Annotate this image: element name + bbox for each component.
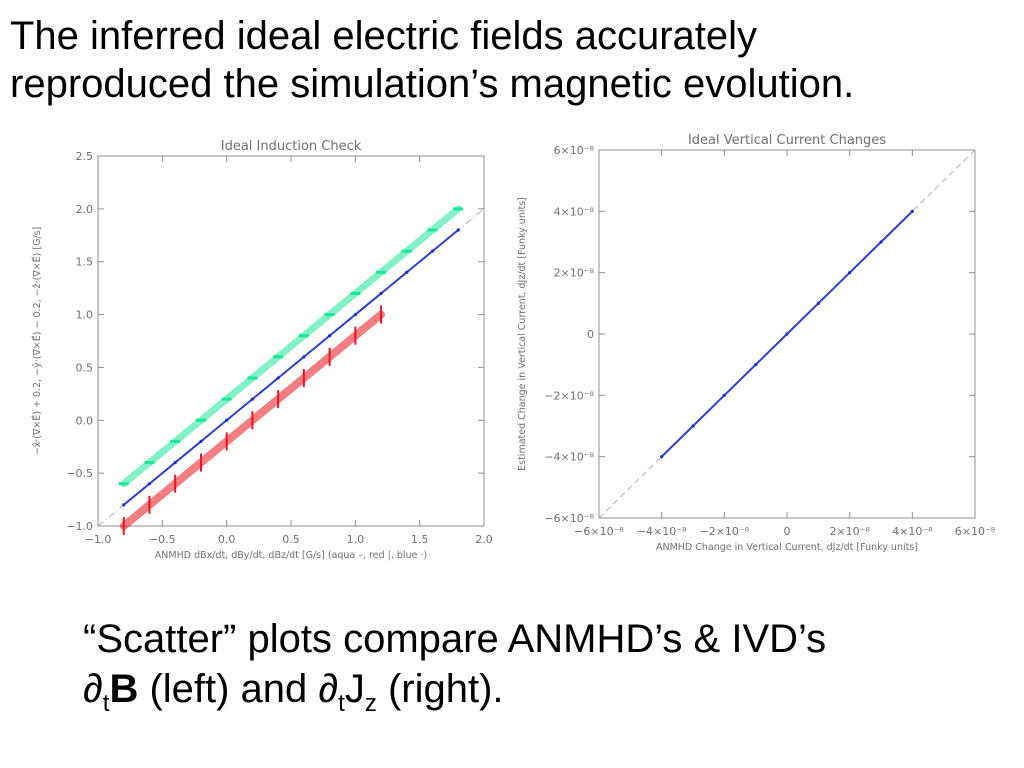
x-tick-label: 1.0 — [347, 533, 365, 546]
partial-symbol-2: ∂ — [318, 667, 339, 711]
y-tick-label: −1.0 — [66, 520, 93, 533]
y-tick-label: −0.5 — [66, 467, 93, 480]
data-point — [353, 312, 357, 317]
caption-B: B — [109, 667, 139, 711]
series-band — [122, 229, 460, 506]
y-tick-label: 2.5 — [76, 150, 94, 163]
x-tick-label: 4×10⁻⁸ — [892, 525, 933, 538]
y-tick-label: 1.0 — [76, 309, 94, 322]
data-point — [328, 334, 332, 338]
data-point — [816, 301, 820, 305]
data-point — [302, 355, 306, 359]
x-tick-label: 0.5 — [282, 533, 300, 546]
x-tick-label: 0 — [784, 525, 791, 538]
x-tick-label: 1.5 — [411, 533, 429, 546]
data-point — [173, 460, 177, 465]
series-blue — [122, 228, 460, 507]
y-tick-label: 0.0 — [76, 414, 94, 427]
data-point — [276, 376, 280, 380]
data-point — [910, 209, 914, 213]
data-point — [456, 228, 460, 232]
y-tick-label: 2.0 — [76, 203, 94, 216]
title-line-1: The inferred ideal electric fields accur… — [10, 14, 758, 58]
subscript-t-2: t — [338, 690, 345, 717]
y-tick-label: 0 — [587, 328, 594, 341]
data-point — [430, 249, 435, 253]
partial-symbol-1: ∂ — [83, 667, 103, 711]
data-point — [405, 270, 409, 274]
subscript-z: z — [364, 690, 377, 717]
x-axis-label: ANMHD Change in Vertical Current, dJz/dt… — [656, 542, 918, 553]
x-axis-label: ANMHD dBx/dt, dBy/dt, dBz/dt [G/s] (aqua… — [155, 550, 427, 561]
x-tick-label: 0.0 — [218, 533, 236, 546]
series-band — [120, 205, 462, 488]
caption-line-1: “Scatter” plots compare ANMHD’s & IVD’s — [83, 617, 827, 661]
data-point — [225, 418, 229, 422]
x-tick-label: 2×10⁻⁸ — [829, 525, 870, 538]
y-tick-label: 0.5 — [76, 361, 94, 374]
x-tick-label: −6×10⁻⁸ — [574, 525, 624, 538]
series-djz-dt — [660, 209, 914, 459]
y-tick-label: 6×10⁻⁸ — [554, 144, 595, 157]
x-tick-label: 2.0 — [475, 533, 493, 546]
slide-title: The inferred ideal electric fields accur… — [10, 12, 1010, 108]
y-tick-label: −6×10⁻⁸ — [544, 512, 594, 525]
induction-check-chart: Ideal Induction Check −1.0 −0.5 0.0 0.5 1.0 1.… — [30, 139, 493, 561]
x-tick-label: −1.0 — [85, 533, 112, 546]
vertical-current-chart: Ideal Vertical Current Changes −6×10⁻⁸ −4×… — [517, 133, 996, 553]
x-tick-label: 6×10⁻⁸ — [955, 525, 996, 538]
data-point — [785, 332, 789, 336]
x-tick-label: −4×10⁻⁸ — [637, 525, 687, 538]
data-point — [250, 397, 254, 401]
data-point — [879, 240, 883, 244]
chart-title: Ideal Induction Check — [221, 139, 362, 154]
data-point — [122, 503, 126, 507]
y-tick-label: 2×10⁻⁸ — [554, 267, 595, 280]
data-point — [147, 482, 152, 486]
caption-J: J — [344, 667, 365, 711]
caption-mid: (left) and — [138, 667, 319, 711]
data-point — [754, 363, 758, 367]
slide-caption: “Scatter” plots compare ANMHD’s & IVD’s … — [83, 614, 1003, 717]
subscript-t-1: t — [102, 690, 110, 717]
data-point — [691, 424, 695, 428]
y-axis-label: Estimated Change in Vertical Current, dJ… — [517, 197, 528, 471]
y-tick-label: −4×10⁻⁸ — [544, 451, 594, 464]
series-aqua — [118, 205, 464, 488]
chart-title: Ideal Vertical Current Changes — [688, 133, 886, 148]
y-tick-label: 1.5 — [76, 256, 94, 269]
y-axis-label: −x̂·(∇×E⃗) + 0.2, −ŷ·(∇×E⃗) − 0.2, −ẑ·(∇… — [30, 227, 43, 456]
caption-end: (right). — [376, 667, 504, 711]
x-tick-label: −2×10⁻⁸ — [700, 525, 750, 538]
series-red — [119, 305, 386, 535]
x-tick-label: −0.5 — [149, 533, 176, 546]
data-point — [722, 393, 726, 397]
data-point — [199, 439, 203, 444]
plot-frame — [97, 155, 485, 527]
y-tick-label: −2×10⁻⁸ — [544, 389, 594, 402]
data-point — [848, 271, 852, 275]
title-line-2: reproduced the simulation’s magnetic evo… — [10, 62, 855, 106]
data-point — [660, 455, 664, 459]
y-tick-label: 4×10⁻⁸ — [554, 205, 595, 218]
data-point — [379, 291, 383, 296]
